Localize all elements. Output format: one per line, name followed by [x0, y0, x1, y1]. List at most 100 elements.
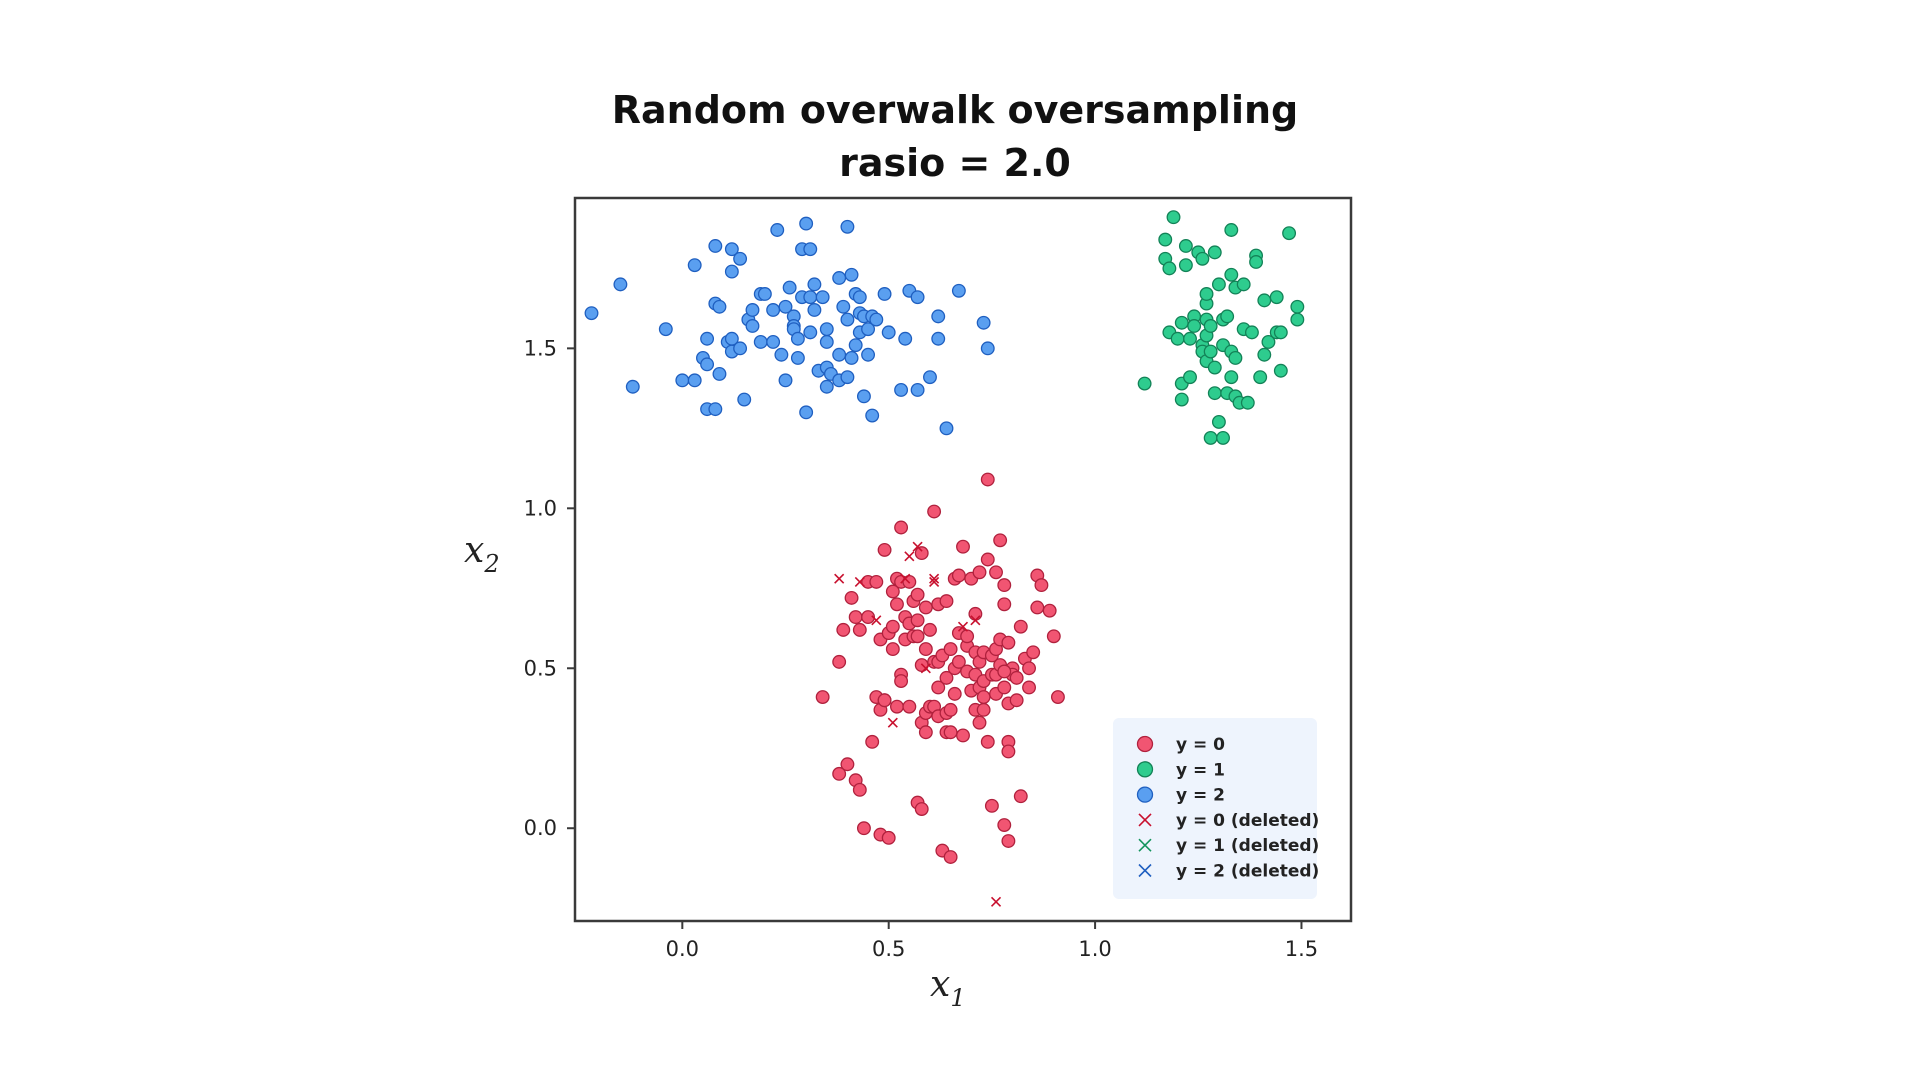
data-point-class-0 — [856, 821, 871, 836]
data-point-class-2 — [807, 277, 822, 292]
data-point-class-1 — [1170, 331, 1185, 346]
data-point-class-0 — [972, 715, 987, 730]
data-point-class-2 — [807, 303, 822, 317]
legend-marker — [1136, 761, 1154, 778]
legend-label: y = 0 — [1176, 735, 1225, 755]
data-point-class-2 — [753, 335, 768, 349]
data-point-class-2 — [836, 299, 851, 314]
data-point-class-2 — [708, 239, 723, 253]
data-point-class-2 — [803, 325, 818, 340]
data-point-class-2 — [782, 280, 797, 295]
data-point-class-2 — [980, 341, 995, 356]
data-point-class-0 — [885, 642, 900, 657]
data-point-class-1 — [1174, 392, 1189, 407]
data-point-class-2 — [745, 319, 760, 333]
data-point-class-1 — [1224, 223, 1239, 237]
data-point-class-1 — [1244, 325, 1259, 340]
data-point-class-1 — [1183, 370, 1197, 385]
data-point-class-2 — [856, 389, 871, 404]
data-point-class-0 — [865, 734, 880, 749]
data-point-class-0 — [1050, 690, 1065, 705]
chart-title-line-2: rasio = 2.0 — [839, 141, 1071, 185]
data-point-class-2 — [840, 219, 855, 234]
data-point-class-1 — [1199, 287, 1214, 301]
data-point-class-0 — [972, 565, 987, 580]
legend-marker — [1136, 786, 1154, 803]
data-point-class-0 — [881, 830, 896, 845]
data-point-class-0 — [852, 622, 867, 637]
data-point-class-2 — [881, 325, 896, 340]
data-point-class-2 — [894, 382, 909, 397]
data-point-class-1 — [1203, 344, 1218, 359]
data-point-class-0 — [1013, 619, 1028, 634]
data-point-class-0 — [989, 565, 1003, 580]
data-point-class-1 — [1183, 331, 1197, 346]
x-tick-label: 0.5 — [872, 937, 905, 961]
data-point-class-1 — [1290, 312, 1305, 327]
legend-marker — [1138, 813, 1152, 827]
data-point-class-2 — [745, 303, 760, 317]
y-axis-label: x2 — [464, 530, 500, 578]
data-point-class-2 — [832, 271, 847, 285]
data-point-class-0 — [993, 533, 1008, 548]
data-point-class-1 — [1211, 414, 1226, 429]
data-point-class-0 — [910, 587, 925, 602]
data-point-class-1 — [1211, 277, 1226, 292]
data-point-class-0 — [960, 629, 975, 644]
data-point-class-2 — [658, 322, 673, 337]
data-point-class-0 — [902, 699, 917, 714]
data-point-class-0 — [951, 568, 966, 583]
data-point-class-0 — [997, 578, 1012, 593]
data-point-class-0 — [832, 654, 847, 669]
data-point-class-2 — [861, 347, 876, 362]
data-point-class-2 — [923, 370, 937, 385]
chart-title-line-1: Random overwalk oversampling — [612, 88, 1299, 132]
data-point-class-0 — [943, 642, 958, 657]
data-point-class-0 — [1022, 661, 1036, 676]
data-point-class-0 — [1046, 629, 1061, 644]
data-point-class-2 — [766, 303, 781, 317]
data-point-class-2 — [861, 322, 876, 337]
data-point-class-1 — [1162, 261, 1177, 276]
data-point-class-2 — [898, 331, 913, 346]
legend-marker — [1136, 735, 1154, 753]
data-point-class-1 — [1207, 245, 1222, 260]
data-point-class-1 — [1158, 232, 1173, 247]
data-point-class-0 — [1013, 789, 1028, 804]
data-point-class-0 — [918, 725, 933, 740]
data-point-class-2 — [799, 216, 814, 231]
data-point-class-2 — [803, 242, 818, 257]
data-point-class-0 — [956, 728, 970, 743]
data-point-class-0 — [918, 600, 933, 615]
data-point-class-0 — [956, 539, 970, 554]
data-point-class-0 — [1001, 744, 1016, 759]
deleted-point-class-0 — [929, 576, 940, 587]
data-point-class-2 — [733, 341, 748, 356]
data-point-class-2 — [675, 373, 690, 388]
data-point-class-1 — [1228, 351, 1243, 365]
data-point-class-2 — [790, 331, 805, 346]
data-point-class-2 — [819, 379, 834, 394]
data-point-class-1 — [1257, 293, 1272, 308]
data-point-class-2 — [910, 382, 925, 397]
deleted-point-class-0 — [904, 551, 915, 562]
deleted-point-class-0 — [854, 576, 865, 587]
data-point-class-2 — [799, 405, 814, 420]
data-point-class-1 — [1236, 277, 1251, 292]
data-point-class-0 — [840, 757, 855, 772]
data-point-class-2 — [733, 251, 748, 266]
data-point-class-0 — [894, 674, 909, 689]
data-point-class-2 — [757, 287, 772, 301]
data-point-class-1 — [1240, 395, 1255, 410]
data-point-class-0 — [890, 597, 904, 612]
data-point-class-2 — [877, 287, 892, 301]
data-point-class-0 — [939, 670, 954, 685]
data-point-class-2 — [832, 347, 847, 362]
legend-label: y = 2 — [1176, 786, 1225, 806]
data-point-class-2 — [613, 277, 628, 292]
data-point-class-0 — [877, 693, 892, 708]
data-point-class-2 — [737, 392, 752, 407]
data-point-class-2 — [778, 373, 793, 388]
data-point-class-0 — [832, 766, 847, 781]
legend-label: y = 1 — [1176, 760, 1225, 780]
